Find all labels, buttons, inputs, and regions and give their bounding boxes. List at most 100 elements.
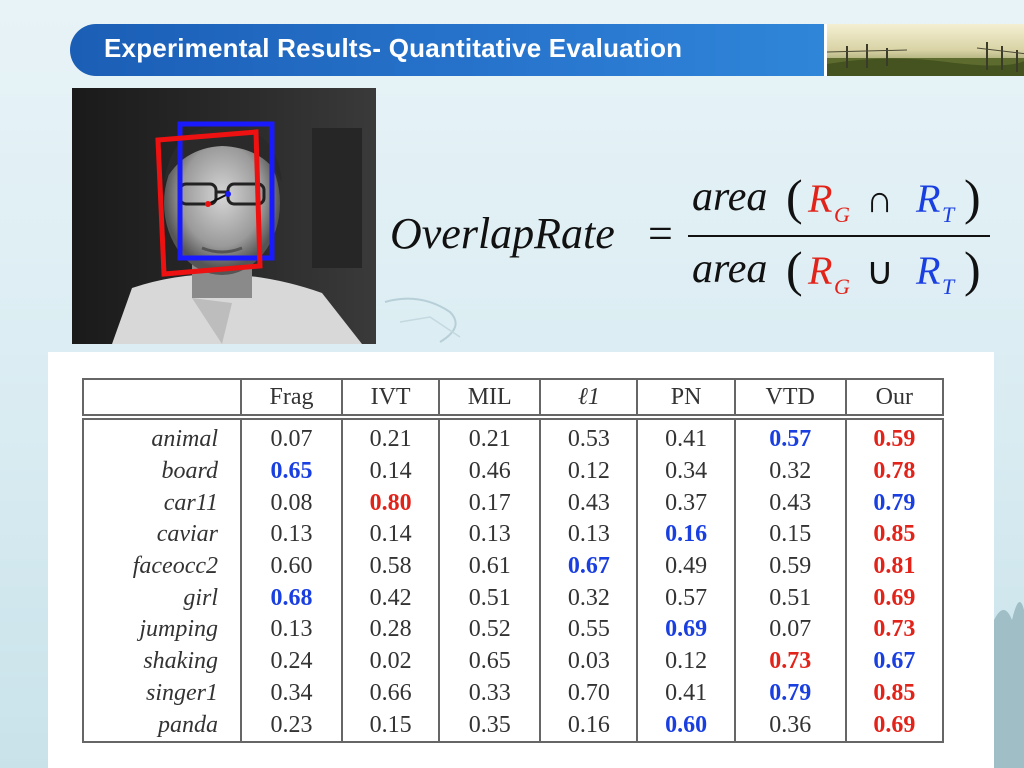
score-cell: 0.02 xyxy=(340,645,441,678)
score-cell: 0.67 xyxy=(844,645,945,678)
overlap-rate-formula: OverlapRate = area ( R G ∩ R T ) area ( … xyxy=(390,168,1000,308)
svg-text:): ) xyxy=(964,241,981,297)
score-cell: 0.59 xyxy=(733,550,847,583)
decorative-sketch xyxy=(384,297,461,343)
score-cell: 0.81 xyxy=(844,550,945,583)
score-cell: 0.68 xyxy=(240,582,343,615)
score-cell: 0.12 xyxy=(539,455,639,488)
column-header: PN xyxy=(636,378,736,418)
table-row: jumping 0.13 0.28 0.52 0.55 0.69 0.07 0.73 xyxy=(82,614,945,646)
score-cell: 0.80 xyxy=(340,487,441,520)
results-table: Frag IVT MIL ℓ1 PN VTD Our animal 0.07 0.2… xyxy=(82,378,945,743)
denominator-rg-sub: G xyxy=(834,274,850,299)
score-cell: 0.34 xyxy=(240,677,343,710)
denominator-union: ∪ xyxy=(866,251,894,293)
numerator-rg: R xyxy=(807,176,832,221)
score-cell: 0.79 xyxy=(733,677,847,710)
score-cell: 0.13 xyxy=(539,519,639,551)
sequence-name: panda xyxy=(82,709,242,743)
score-cell: 0.14 xyxy=(340,455,441,488)
page-title: Experimental Results- Quantitative Evalu… xyxy=(104,33,683,63)
svg-text:(: ( xyxy=(786,169,803,225)
score-cell: 0.78 xyxy=(844,455,945,488)
score-cell: 0.61 xyxy=(438,550,542,583)
table-row: shaking 0.24 0.02 0.65 0.03 0.12 0.73 0.67 xyxy=(82,645,945,678)
score-cell: 0.70 xyxy=(539,677,639,710)
score-cell: 0.13 xyxy=(438,519,542,551)
table-row: board 0.65 0.14 0.46 0.12 0.34 0.32 0.78 xyxy=(82,455,945,488)
score-cell: 0.23 xyxy=(240,709,343,743)
svg-text:(: ( xyxy=(786,241,803,297)
numerator-area: area xyxy=(692,174,767,220)
score-cell: 0.59 xyxy=(844,417,945,456)
score-cell: 0.60 xyxy=(636,709,736,743)
score-cell: 0.15 xyxy=(340,709,441,743)
score-cell: 0.79 xyxy=(844,487,945,520)
score-cell: 0.51 xyxy=(438,582,542,615)
sequence-name: board xyxy=(82,455,242,488)
score-cell: 0.73 xyxy=(844,614,945,646)
sequence-name: car11 xyxy=(82,487,242,520)
score-cell: 0.15 xyxy=(733,519,847,551)
denominator-rt: R xyxy=(915,248,940,293)
score-cell: 0.53 xyxy=(539,417,639,456)
score-cell: 0.32 xyxy=(539,582,639,615)
score-cell: 0.65 xyxy=(240,455,343,488)
score-cell: 0.51 xyxy=(733,582,847,615)
score-cell: 0.85 xyxy=(844,677,945,710)
numerator-intersection: ∩ xyxy=(866,179,893,221)
score-cell: 0.41 xyxy=(636,417,736,456)
score-cell: 0.73 xyxy=(733,645,847,678)
score-cell: 0.52 xyxy=(438,614,542,646)
score-cell: 0.07 xyxy=(240,417,343,456)
score-cell: 0.55 xyxy=(539,614,639,646)
decorative-trees xyxy=(994,602,1024,768)
landscape-banner-image xyxy=(824,24,1024,76)
score-cell: 0.42 xyxy=(340,582,441,615)
tracking-example-image xyxy=(72,88,376,344)
table-row: girl 0.68 0.42 0.51 0.32 0.57 0.51 0.69 xyxy=(82,582,945,615)
score-cell: 0.24 xyxy=(240,645,343,678)
results-table-panel: Frag IVT MIL ℓ1 PN VTD Our animal 0.07 0.2… xyxy=(48,352,994,768)
table-header-row: Frag IVT MIL ℓ1 PN VTD Our xyxy=(82,378,945,418)
numerator-rt-sub: T xyxy=(942,202,956,227)
score-cell: 0.43 xyxy=(539,487,639,520)
numerator-rt: R xyxy=(915,176,940,221)
score-cell: 0.65 xyxy=(438,645,542,678)
score-cell: 0.41 xyxy=(636,677,736,710)
table-row: caviar 0.13 0.14 0.13 0.13 0.16 0.15 0.85 xyxy=(82,519,945,551)
sequence-name: shaking xyxy=(82,645,242,678)
score-cell: 0.17 xyxy=(438,487,542,520)
score-cell: 0.16 xyxy=(636,519,736,551)
score-cell: 0.69 xyxy=(844,582,945,615)
score-cell: 0.60 xyxy=(240,550,343,583)
sequence-name: jumping xyxy=(82,614,242,646)
score-cell: 0.32 xyxy=(733,455,847,488)
score-cell: 0.12 xyxy=(636,645,736,678)
column-header: IVT xyxy=(340,378,441,418)
table-row: car11 0.08 0.80 0.17 0.43 0.37 0.43 0.79 xyxy=(82,487,945,520)
score-cell: 0.14 xyxy=(340,519,441,551)
score-cell: 0.85 xyxy=(844,519,945,551)
column-header xyxy=(82,378,242,418)
table-row: singer1 0.34 0.66 0.33 0.70 0.41 0.79 0.85 xyxy=(82,677,945,710)
score-cell: 0.49 xyxy=(636,550,736,583)
score-cell: 0.03 xyxy=(539,645,639,678)
score-cell: 0.08 xyxy=(240,487,343,520)
svg-text:): ) xyxy=(964,169,981,225)
sequence-name: caviar xyxy=(82,519,242,551)
table-row: faceocc2 0.60 0.58 0.61 0.67 0.49 0.59 0.81 xyxy=(82,550,945,583)
table-row: panda 0.23 0.15 0.35 0.16 0.60 0.36 0.69 xyxy=(82,709,945,743)
score-cell: 0.58 xyxy=(340,550,441,583)
formula-equals: = xyxy=(648,209,673,258)
title-bar: Experimental Results- Quantitative Evalu… xyxy=(70,24,824,76)
sequence-name: faceocc2 xyxy=(82,550,242,583)
score-cell: 0.21 xyxy=(340,417,441,456)
score-cell: 0.57 xyxy=(636,582,736,615)
score-cell: 0.69 xyxy=(844,709,945,743)
column-header: ℓ1 xyxy=(539,378,639,418)
score-cell: 0.46 xyxy=(438,455,542,488)
score-cell: 0.69 xyxy=(636,614,736,646)
score-cell: 0.43 xyxy=(733,487,847,520)
table-row: animal 0.07 0.21 0.21 0.53 0.41 0.57 0.59 xyxy=(82,417,945,456)
